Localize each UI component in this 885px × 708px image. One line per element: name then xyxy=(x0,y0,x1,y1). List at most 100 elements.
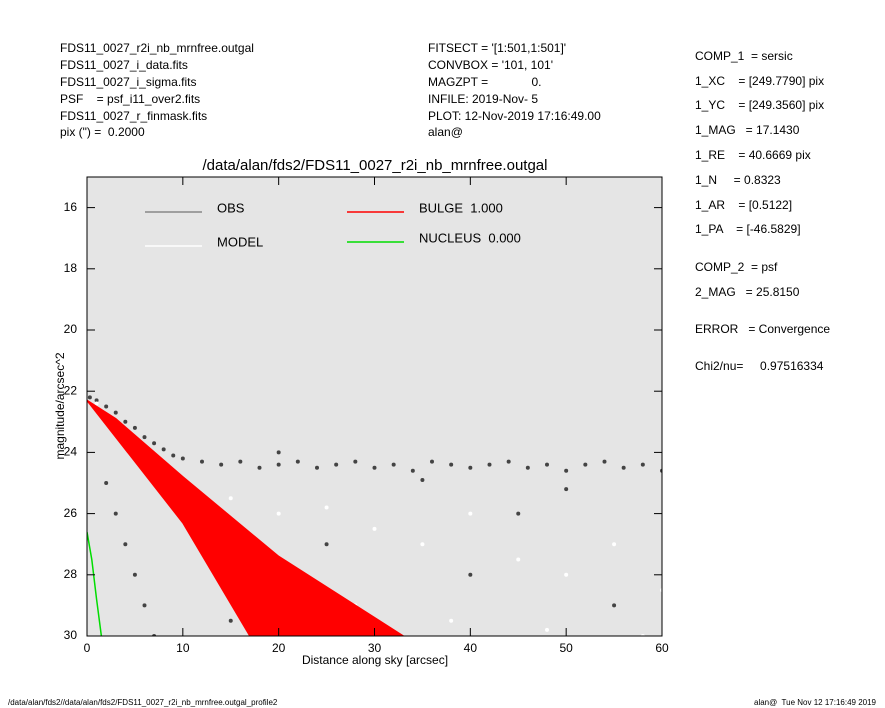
data-point xyxy=(430,459,434,464)
data-point xyxy=(583,462,588,467)
data-point xyxy=(612,542,617,547)
fit-parameter: 1_AR = [0.5122] xyxy=(695,198,792,212)
data-point xyxy=(564,572,569,577)
data-point xyxy=(602,459,607,464)
data-point xyxy=(545,627,549,632)
data-point xyxy=(113,511,118,516)
data-point xyxy=(87,395,92,400)
y-tick-label: 30 xyxy=(64,628,78,642)
data-point xyxy=(276,450,281,455)
fit-parameter: 1_PA = [-46.5829] xyxy=(695,222,801,236)
plot-area xyxy=(87,177,662,636)
data-point xyxy=(525,465,530,470)
data-point xyxy=(228,496,233,501)
data-point xyxy=(449,462,454,467)
data-point xyxy=(468,465,473,470)
header-left-line: FDS11_0027_i_data.fits xyxy=(60,58,188,72)
data-point xyxy=(468,511,473,516)
data-point xyxy=(200,459,204,464)
data-point xyxy=(564,468,569,473)
data-point xyxy=(219,462,224,467)
x-tick-label: 60 xyxy=(655,641,669,655)
y-tick-label: 28 xyxy=(64,567,78,581)
header-left-line: FDS11_0027_r_finmask.fits xyxy=(60,109,207,123)
fit-parameter: 1_XC = [249.7790] pix xyxy=(695,74,824,88)
y-tick-label: 22 xyxy=(64,383,78,397)
data-point xyxy=(295,459,300,464)
x-tick-label: 10 xyxy=(176,641,190,655)
header-left-line: FDS11_0027_i_sigma.fits xyxy=(60,75,197,89)
data-point xyxy=(545,462,549,467)
x-tick-label: 20 xyxy=(272,641,286,655)
y-tick-label: 18 xyxy=(64,261,78,275)
header-middle-line: FITSECT = '[1:501,1:501]' xyxy=(428,41,566,55)
data-point xyxy=(132,425,137,430)
x-tick-label: 0 xyxy=(84,641,91,655)
data-point xyxy=(640,462,645,467)
data-point xyxy=(238,459,243,464)
y-tick-label: 20 xyxy=(64,322,78,336)
data-point xyxy=(564,487,569,492)
header-middle-line: alan@ xyxy=(428,125,463,139)
data-point xyxy=(449,618,454,623)
x-tick-label: 50 xyxy=(559,641,573,655)
chart-title: /data/alan/fds2/FDS11_0027_r2i_nb_mrnfre… xyxy=(203,157,548,174)
fit-parameter: 1_N = 0.8323 xyxy=(695,173,781,187)
data-point xyxy=(161,447,166,452)
data-point xyxy=(516,511,521,516)
data-point xyxy=(180,456,185,461)
bulge-area xyxy=(87,399,405,636)
data-point xyxy=(315,465,319,470)
fit-parameter: 1_RE = 40.6669 pix xyxy=(695,148,811,162)
data-point xyxy=(142,603,147,608)
data-point xyxy=(353,459,358,464)
data-point xyxy=(228,618,233,623)
y-tick-label: 16 xyxy=(64,200,78,214)
fit-parameter: 1_YC = [249.3560] pix xyxy=(695,98,824,112)
data-point xyxy=(132,572,137,577)
x-tick-label: 40 xyxy=(464,641,478,655)
data-point xyxy=(324,542,329,547)
data-point xyxy=(94,398,99,403)
fit-parameter: Chi2/nu= 0.97516334 xyxy=(695,359,824,373)
data-point xyxy=(104,404,109,409)
fit-parameter: COMP_2 = psf xyxy=(695,260,778,274)
data-point xyxy=(420,542,425,547)
data-point xyxy=(506,459,511,464)
legend-label: MODEL xyxy=(217,234,263,249)
data-point xyxy=(612,603,617,608)
data-point xyxy=(468,572,473,577)
legend-label: NUCLEUS 0.000 xyxy=(419,230,521,245)
y-tick-label: 26 xyxy=(64,506,78,520)
data-point xyxy=(104,481,109,485)
model-line xyxy=(87,531,103,636)
fit-parameter: 2_MAG = 25.8150 xyxy=(695,285,800,299)
legend-label: BULGE 1.000 xyxy=(419,200,503,215)
data-point xyxy=(410,468,415,473)
x-axis-label: Distance along sky [arcsec] xyxy=(302,653,448,667)
header-left-line: pix (") = 0.2000 xyxy=(60,125,145,139)
plot-frame xyxy=(86,176,663,637)
data-point xyxy=(171,453,176,458)
plot-marks xyxy=(87,395,662,636)
fit-parameter: 1_MAG = 17.1430 xyxy=(695,123,800,137)
y-axis-label: magnitude/arcsec^2 xyxy=(53,352,67,459)
fit-parameter: ERROR = Convergence xyxy=(695,322,830,336)
header-left-line: FDS11_0027_r2i_nb_mrnfree.outgal xyxy=(60,41,254,55)
data-point xyxy=(420,477,425,482)
legend-label: OBS xyxy=(217,200,245,215)
data-point xyxy=(257,465,262,470)
data-point xyxy=(123,542,128,547)
data-point xyxy=(324,505,329,510)
header-middle-line: MAGZPT = 0. xyxy=(428,75,541,89)
header-middle-line: CONVBOX = '101, 101' xyxy=(428,58,553,72)
header-left-line: PSF = psf_i11_over2.fits xyxy=(60,92,200,106)
data-point xyxy=(276,511,281,516)
y-tick-label: 24 xyxy=(64,445,78,459)
data-point xyxy=(621,465,626,470)
data-point xyxy=(391,462,396,467)
footer-right: alan@ Tue Nov 12 17:16:49 2019 xyxy=(754,698,877,707)
fit-parameter: COMP_1 = sersic xyxy=(695,49,793,63)
data-point xyxy=(152,441,157,446)
